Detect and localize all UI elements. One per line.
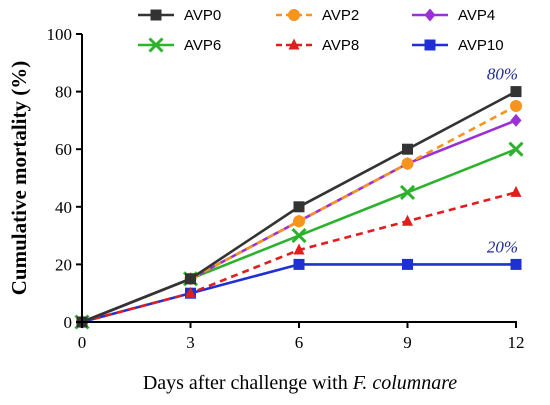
legend-marker: [288, 9, 300, 21]
y-tick-label: 20: [55, 255, 72, 274]
y-tick-label: 100: [47, 25, 73, 44]
legend-item-avp6: AVP6: [138, 37, 221, 54]
data-point-avp8: [402, 214, 413, 226]
series-avp6: [74, 141, 524, 330]
data-point-avp8: [293, 243, 305, 255]
data-point-avp6: [399, 184, 416, 200]
x-tick-label: 12: [508, 333, 525, 352]
data-point-avp10: [402, 258, 413, 270]
legend-marker: [288, 38, 300, 50]
data-point-avp8: [185, 286, 196, 298]
series-line-avp10: [81, 263, 516, 324]
legend-marker: [148, 37, 164, 53]
annotation-label: 80%: [487, 65, 518, 84]
data-point-avp0: [402, 143, 413, 155]
y-tick-label: 60: [55, 140, 72, 159]
x-axis-label: Days after challenge with F. columnare: [143, 372, 457, 394]
x-axis-label-italic: F. columnare: [352, 372, 458, 394]
legend-label: AVP8: [322, 37, 359, 54]
legend: AVP0 AVP2 AVP4 AVP6 AVP8 AVP10: [138, 7, 504, 54]
data-point-avp4: [510, 113, 522, 127]
y-axis-label: Cumulative mortality (%): [7, 61, 31, 295]
x-axis-label-prefix: Days after challenge with: [143, 372, 353, 394]
data-point-avp10: [293, 258, 305, 270]
x-tick-label: 9: [403, 333, 412, 352]
legend-item-avp10: AVP10: [412, 37, 504, 54]
data-point-avp0: [293, 201, 305, 213]
y-tick-label: 0: [64, 313, 73, 332]
legend-item-avp4: AVP4: [412, 7, 495, 24]
data-point-avp0: [510, 86, 522, 98]
legend-marker: [150, 9, 162, 21]
legend-marker: [424, 8, 436, 22]
annotation-label: 20%: [487, 237, 518, 256]
legend-item-avp0: AVP0: [138, 7, 221, 24]
data-point-avp6: [291, 228, 307, 244]
series-line-avp2: [81, 104, 517, 324]
y-tick-label: 80: [55, 83, 72, 102]
data-point-avp10: [510, 258, 522, 270]
x-tick-label: 3: [186, 333, 195, 352]
annotations: 80% 20%: [487, 65, 518, 257]
series-avp0: [76, 86, 522, 328]
legend-item-avp8: AVP8: [276, 37, 359, 54]
legend-label: AVP6: [184, 37, 221, 54]
data-point-avp6: [508, 141, 524, 157]
data-point-avp2: [401, 157, 414, 170]
y-tick-label: 40: [55, 198, 72, 217]
legend-label: AVP2: [322, 7, 359, 24]
series-avp2: [76, 100, 522, 328]
x-tick-label: 6: [295, 333, 304, 352]
data-point-avp0: [185, 273, 196, 285]
legend-marker: [424, 39, 436, 51]
legend-label: AVP4: [458, 7, 495, 24]
legend-item-avp2: AVP2: [276, 7, 359, 24]
data-point-avp2: [293, 215, 305, 228]
data-point-avp8: [510, 185, 522, 197]
x-tick-label: 0: [78, 333, 87, 352]
data-point-avp2: [510, 100, 522, 112]
legend-label: AVP0: [184, 7, 221, 24]
axes: 0 20 40 60 80 100 0 3 6 9 12: [47, 25, 525, 352]
legend-label: AVP10: [458, 37, 504, 54]
series-avp10: [76, 258, 522, 328]
series-layer: [74, 86, 524, 330]
